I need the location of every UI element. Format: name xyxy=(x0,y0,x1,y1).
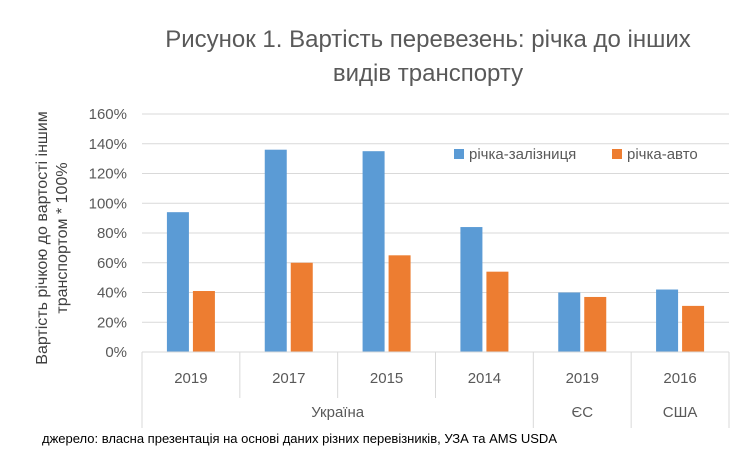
bar-river-auto xyxy=(682,305,705,352)
y-axis-label-line-2: транспортом * 100% xyxy=(54,162,71,313)
y-axis-label-line-1: Вартість річкою до вартості іншим xyxy=(34,111,51,364)
group-label: США xyxy=(663,404,698,421)
bar-river-rail xyxy=(264,149,287,352)
x-tick-label: 2017 xyxy=(272,370,305,387)
legend: річка-залізниця річка-авто xyxy=(454,146,698,163)
x-tick-label: 2019 xyxy=(174,370,207,387)
bar-river-auto xyxy=(290,262,313,352)
y-tick-label: 140% xyxy=(89,136,127,153)
bars xyxy=(166,149,705,352)
bar-river-rail xyxy=(656,289,679,352)
y-tick-label: 100% xyxy=(89,195,127,212)
bar-river-auto xyxy=(388,255,411,352)
legend-label-river-auto: річка-авто xyxy=(627,146,698,163)
y-axis-label: Вартість річкою до вартості іншим трансп… xyxy=(34,111,71,364)
x-axis: 2019 2017 2015 2014 2019 2016 Україна ЄС США xyxy=(141,351,730,428)
bar-river-rail xyxy=(558,292,581,352)
bar-river-auto xyxy=(192,291,215,352)
x-tick-label: 2014 xyxy=(468,370,501,387)
y-tick-label: 20% xyxy=(97,314,127,331)
x-tick-label: 2019 xyxy=(566,370,599,387)
y-tick-label: 0% xyxy=(105,344,127,361)
y-tick-label: 120% xyxy=(89,166,127,183)
legend-swatch-river-auto xyxy=(612,149,622,159)
x-tick-label: 2016 xyxy=(663,370,696,387)
bar-river-rail xyxy=(166,212,189,352)
group-label: Україна xyxy=(311,404,365,421)
y-axis-ticks: 0% 20% 40% 60% 80% 100% 120% 140% 160% xyxy=(89,106,127,361)
y-tick-label: 60% xyxy=(97,255,127,272)
bar-river-rail xyxy=(460,227,483,352)
bar-river-auto xyxy=(486,271,509,352)
y-tick-label: 40% xyxy=(97,285,127,302)
chart-title: Рисунок 1. Вартість перевезень: річка до… xyxy=(165,26,691,87)
source-note: джерело: власна презентація на основі да… xyxy=(42,431,557,446)
gridlines xyxy=(142,113,729,353)
y-tick-label: 160% xyxy=(89,106,127,123)
y-tick-label: 80% xyxy=(97,225,127,242)
legend-swatch-river-rail xyxy=(454,149,464,159)
legend-label-river-rail: річка-залізниця xyxy=(469,146,576,163)
bar-river-auto xyxy=(584,296,607,352)
chart-title-line-1: Рисунок 1. Вартість перевезень: річка до… xyxy=(165,26,691,53)
chart-title-line-2: видів транспорту xyxy=(333,60,523,87)
x-tick-label: 2015 xyxy=(370,370,403,387)
group-label: ЄС xyxy=(571,404,593,421)
bar-river-rail xyxy=(362,151,385,352)
